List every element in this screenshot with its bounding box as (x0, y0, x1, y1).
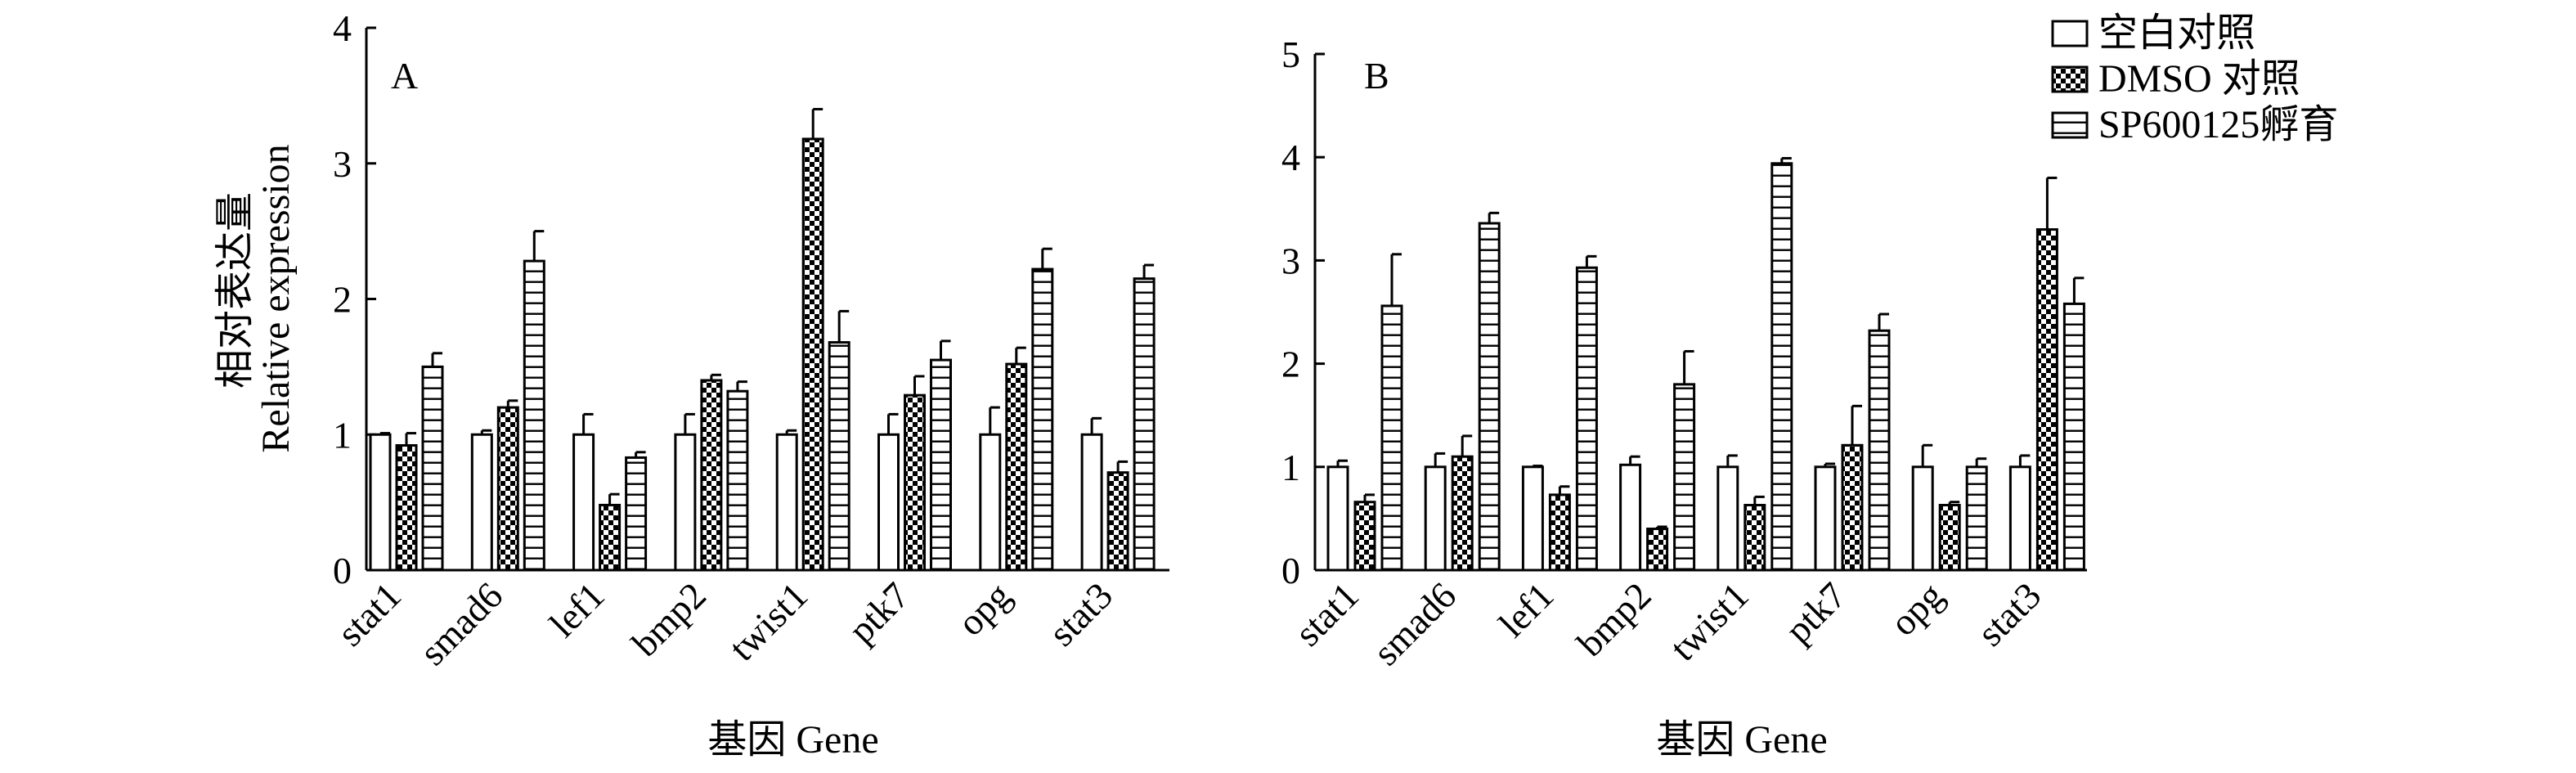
bar-bmp2-sp600125 (726, 389, 749, 572)
bar-opg-blank (979, 433, 1002, 572)
bar-lef1-blank (1521, 465, 1544, 572)
bar-smad6-blank (470, 433, 493, 572)
legend-label-sp600125: SP600125孵育 (2098, 103, 2338, 146)
category-label-opg: opg (949, 574, 1019, 644)
bar-bmp2-sp600125 (1673, 383, 1696, 572)
category-label-twist1: twist1 (721, 574, 816, 669)
y-tick-label: 1 (333, 414, 352, 456)
legend-swatch-blank (2051, 20, 2089, 47)
bar-bmp2-blank (1619, 463, 1642, 572)
bar-smad6-sp600125 (1478, 222, 1501, 572)
category-label-bmp2: bmp2 (1569, 574, 1659, 664)
category-label-smad6: smad6 (1365, 574, 1464, 673)
bar-opg-dmso (1005, 362, 1028, 572)
bar-twist1-blank (1717, 465, 1739, 572)
bar-lef1-sp600125 (1575, 266, 1598, 572)
category-label-bmp2: bmp2 (624, 574, 714, 664)
bar-bmp2-blank (674, 433, 697, 572)
bar-stat3-sp600125 (2062, 302, 2085, 572)
panel-b-tick-labels: 0 1 2 3 4 5 (1281, 34, 1300, 591)
bar-bmp2-dmso (1646, 528, 1669, 572)
y-tick-label: 1 (1281, 447, 1300, 488)
bar-ptk7-dmso (904, 393, 926, 572)
bar-opg-sp600125 (1965, 465, 1988, 572)
y-tick-label: 5 (1281, 34, 1300, 75)
bar-stat3-blank (1080, 433, 1103, 572)
bar-ptk7-dmso (1841, 443, 1864, 572)
legend-label-dmso: DMSO 对照 (2098, 57, 2300, 101)
bar-ptk7-sp600125 (930, 358, 952, 572)
bar-lef1-blank (572, 433, 595, 572)
category-label-lef1: lef1 (541, 574, 613, 645)
y-tick-label: 0 (333, 550, 352, 591)
legend-swatch-sp600125 (2051, 111, 2089, 139)
panel-a-category-labels: stat1 smad6 lef1 bmp2 twist1 ptk7 opg stat3 (330, 574, 1121, 673)
panel-b-letter: B (1364, 55, 1389, 97)
panel-b-xlabel: 基因 Gene (1656, 718, 1827, 762)
category-label-opg: opg (1882, 574, 1951, 644)
panel-a-tick-labels: 0 1 2 3 4 (333, 7, 352, 591)
y-tick-label: 0 (1281, 550, 1300, 591)
bar-lef1-sp600125 (625, 456, 648, 572)
panel-a-letter: A (391, 55, 418, 97)
legend-swatch-dmso (2051, 65, 2089, 93)
category-label-ptk7: ptk7 (841, 574, 918, 651)
y-tick-label: 4 (333, 7, 352, 49)
category-label-ptk7: ptk7 (1777, 574, 1854, 651)
bar-twist1-blank (775, 433, 798, 572)
bar-twist1-sp600125 (1770, 162, 1793, 572)
legend-label-blank: 空白对照 (2098, 11, 2255, 55)
bar-stat3-dmso (1106, 471, 1129, 572)
y-tick-label: 3 (333, 143, 352, 185)
bar-twist1-dmso (1744, 503, 1766, 572)
category-label-stat3: stat3 (1969, 574, 2049, 654)
bar-stat3-dmso (2035, 228, 2058, 572)
bar-opg-dmso (1938, 503, 1961, 572)
panel-b-bars (1326, 156, 2085, 572)
bar-stat3-sp600125 (1133, 277, 1156, 572)
bar-stat3-blank (2008, 465, 2031, 572)
category-label-stat3: stat3 (1041, 574, 1121, 654)
category-label-lef1: lef1 (1491, 574, 1562, 645)
bar-ptk7-blank (877, 433, 900, 572)
y-tick-label: 2 (1281, 344, 1300, 385)
bar-stat1-dmso (395, 444, 418, 572)
bar-stat1-blank (369, 433, 392, 572)
y-tick-label: 4 (1281, 137, 1300, 178)
bar-smad6-dmso (496, 406, 519, 572)
bar-twist1-dmso (801, 137, 824, 572)
bar-smad6-blank (1424, 465, 1447, 572)
bar-stat1-dmso (1353, 501, 1376, 572)
bar-twist1-sp600125 (828, 341, 850, 572)
bar-smad6-sp600125 (523, 259, 545, 572)
bar-stat1-sp600125 (1380, 304, 1403, 572)
bar-ptk7-blank (1814, 465, 1837, 572)
bar-smad6-dmso (1451, 455, 1474, 572)
panel-a-ylabel: Relative expression (254, 144, 298, 452)
bar-opg-sp600125 (1031, 267, 1054, 572)
panel-a-ylabel-cn: 相对表达量 (213, 192, 257, 389)
bar-opg-blank (1911, 465, 1934, 572)
bar-lef1-dmso (599, 503, 622, 572)
bar-stat1-sp600125 (421, 365, 444, 572)
category-label-twist1: twist1 (1662, 574, 1757, 669)
category-label-smad6: smad6 (411, 574, 510, 673)
panel-a-xlabel: 基因 Gene (707, 718, 878, 762)
y-tick-label: 2 (333, 279, 352, 321)
y-tick-label: 3 (1281, 240, 1300, 281)
bar-ptk7-sp600125 (1868, 329, 1891, 572)
legend: 空白对照 DMSO 对照 SP600125孵育 (2051, 11, 2338, 146)
panel-a-bars (369, 107, 1156, 572)
bar-lef1-dmso (1548, 493, 1571, 572)
bar-stat1-blank (1326, 465, 1349, 572)
bar-bmp2-dmso (700, 379, 723, 572)
